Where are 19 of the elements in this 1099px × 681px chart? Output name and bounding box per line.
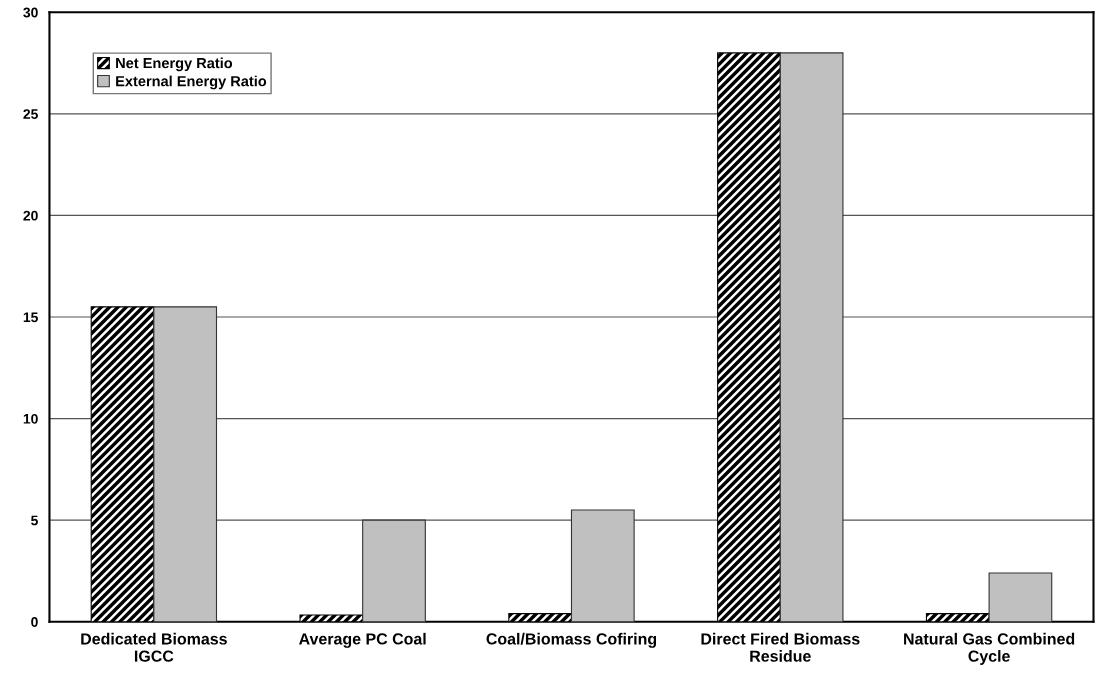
y-tick-label: 10 <box>23 413 38 424</box>
y-tick-label: 5 <box>31 515 38 526</box>
x-tick-label: Average PC Coal <box>299 632 426 648</box>
legend-label: External Energy Ratio <box>116 75 267 90</box>
y-tick-label: 20 <box>23 210 38 221</box>
x-tick-label: Direct Fired Biomass Residue <box>701 632 860 662</box>
x-tick-label: Coal/Biomass Cofiring <box>486 632 657 648</box>
legend-label: Net Energy Ratio <box>116 57 233 72</box>
x-tick-label: Natural Gas Combined Cycle <box>904 632 1075 665</box>
y-tick-label: 15 <box>23 312 38 323</box>
y-tick-label: 25 <box>23 109 38 120</box>
bar <box>362 519 426 622</box>
y-tick-label: 30 <box>23 7 38 18</box>
y-tick-label: 0 <box>31 617 38 627</box>
x-tick-label: Dedicated Biomass IGCC <box>81 632 227 662</box>
bar <box>779 52 844 622</box>
bar <box>153 306 218 622</box>
bar <box>570 509 635 622</box>
bar <box>988 572 1053 622</box>
